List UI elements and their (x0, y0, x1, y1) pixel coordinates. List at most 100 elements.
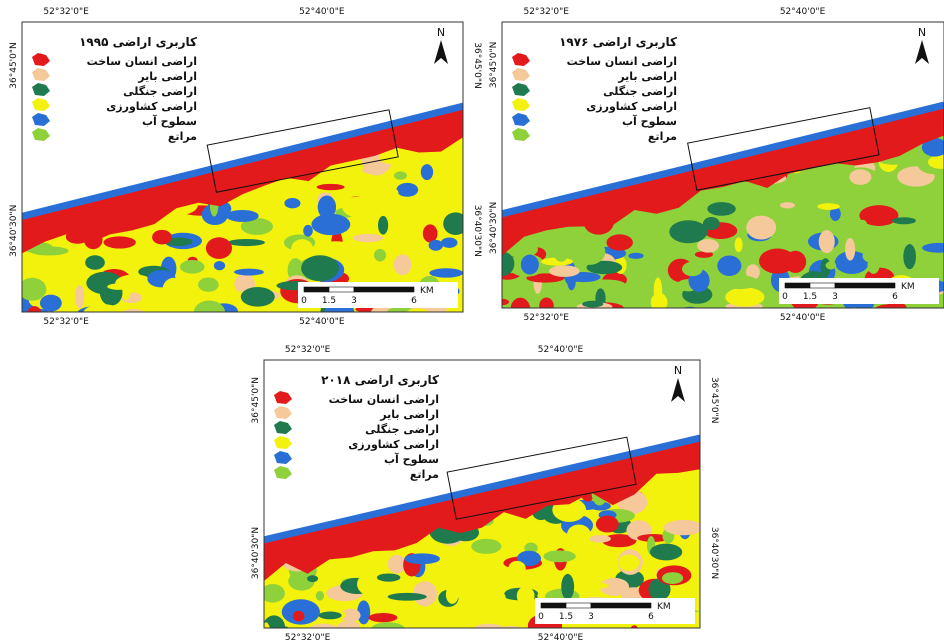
land-patch (180, 260, 205, 274)
coord-label: 52°40'0"E (538, 345, 584, 355)
land-patch (152, 230, 172, 245)
scale-label: 1.5 (803, 292, 817, 302)
land-patch (717, 255, 741, 276)
land-patch (145, 325, 156, 337)
land-patch (145, 318, 173, 341)
land-patch (378, 216, 388, 235)
legend-label: سطوح آب (384, 452, 439, 466)
land-patch (394, 254, 412, 275)
land-patch (423, 224, 438, 242)
land-patch (838, 307, 869, 329)
scale-label: 0 (782, 292, 788, 302)
land-patch (500, 626, 523, 633)
land-patch (826, 262, 837, 270)
land-patch (75, 265, 83, 282)
land-patch (206, 237, 232, 259)
legend-label: اراضی جنگلی (123, 85, 197, 98)
land-patch (337, 621, 360, 632)
scale-segment (785, 283, 810, 288)
land-patch (27, 306, 43, 325)
land-patch (374, 249, 386, 262)
land-patch (291, 239, 313, 257)
land-patch (543, 550, 575, 562)
coord-label: 52°40'0"E (299, 317, 345, 327)
coord-label: 36°45'0"N (489, 42, 499, 88)
land-patch (386, 323, 418, 337)
north-label: N (437, 26, 445, 39)
land-patch (554, 243, 569, 262)
land-patch (354, 320, 368, 327)
land-patch (13, 324, 42, 339)
scale-label: 6 (648, 612, 654, 622)
land-patch (508, 561, 526, 576)
legend-label: اراضی کشاورزی (348, 438, 439, 451)
land-patch (162, 278, 185, 304)
land-patch (317, 184, 345, 190)
land-patch (262, 622, 270, 640)
land-patch (119, 309, 149, 325)
land-patch (491, 252, 515, 276)
land-patch (307, 575, 318, 582)
north-label: N (918, 26, 926, 39)
land-patch (606, 234, 632, 250)
land-patch (596, 516, 619, 533)
legend-label: اراضی انسان ساخت (329, 393, 439, 406)
scale-label: 3 (351, 296, 357, 306)
legend-label: مراتع (410, 468, 439, 481)
land-patch (845, 238, 855, 261)
land-patch (669, 220, 707, 243)
scale-segment (304, 287, 329, 292)
land-patch (51, 288, 74, 296)
land-patch (226, 210, 259, 222)
land-patch (589, 535, 611, 543)
coord-label: 36°45'0"N (472, 42, 482, 88)
land-patch (40, 295, 62, 312)
land-patch (474, 624, 504, 634)
coord-label: 36°40'30"N (472, 205, 482, 257)
land-patch (198, 277, 219, 291)
land-patch (319, 612, 342, 620)
land-patch (574, 239, 605, 265)
land-patch (104, 236, 136, 248)
legend-label: اراضی بایر (617, 70, 677, 83)
scale-segment (541, 603, 566, 608)
land-patch (510, 629, 519, 643)
land-patch (759, 248, 796, 273)
land-patch (446, 585, 459, 604)
land-patch (353, 234, 383, 242)
land-patch (194, 300, 225, 324)
land-patch (697, 239, 719, 253)
land-patch (735, 237, 743, 252)
land-patch (377, 573, 401, 581)
coord-label: 36°40'30"N (9, 205, 19, 257)
land-patch (567, 524, 591, 545)
land-patch (892, 217, 916, 224)
land-patch (819, 230, 835, 253)
land-patch (284, 198, 300, 208)
scale-segment (329, 287, 354, 292)
land-patch (727, 307, 765, 326)
scale-segment (566, 603, 591, 608)
land-patch (521, 255, 539, 275)
land-patch (293, 611, 305, 622)
coord-label: 36°45'0"N (709, 377, 719, 423)
land-patch (394, 171, 407, 180)
land-patch (673, 307, 707, 331)
land-patch (664, 520, 703, 535)
figure: کاربری اراضی ۱۹۹۵اراضی انسان ساختاراضی ب… (0, 0, 944, 643)
land-patch (107, 283, 129, 289)
land-patch (421, 164, 433, 180)
land-patch (388, 593, 427, 601)
land-patch (241, 287, 275, 307)
coord-label: 36°40'30"N (251, 527, 261, 579)
coord-label: 52°40'0"E (299, 7, 345, 17)
land-patch (429, 268, 463, 277)
land-patch (682, 262, 703, 277)
land-patch (387, 188, 399, 198)
land-patch (628, 253, 643, 259)
land-patch (301, 255, 339, 281)
scale-unit: KM (657, 602, 671, 612)
land-patch (903, 244, 916, 269)
land-patch (479, 633, 510, 642)
land-patch (858, 220, 867, 231)
